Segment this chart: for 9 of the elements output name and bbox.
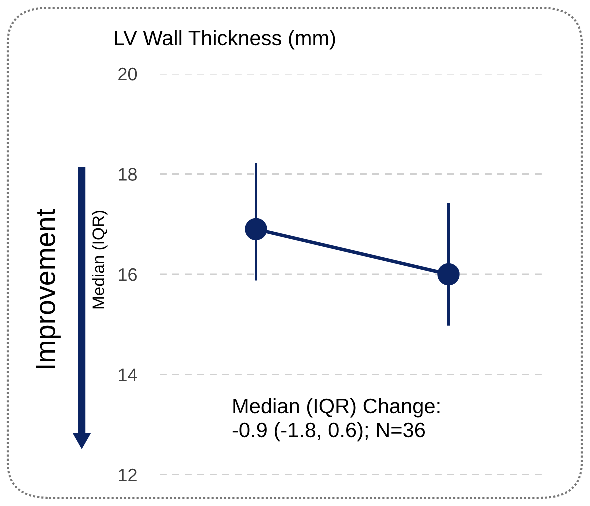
annotation: Median (IQR) Change: -0.9 (-1.8, 0.6); N=36 <box>232 398 440 442</box>
y-tick-label: 18 <box>119 168 137 181</box>
y-tick-label: 16 <box>119 268 137 282</box>
y-tick-label: 20 <box>118 68 138 81</box>
text: Improvement <box>36 209 61 368</box>
y-tick-label: 12 <box>119 468 137 482</box>
chart-title: LV Wall Thickness (mm) <box>115 30 336 50</box>
y-axis-title: Median (IQR) <box>92 211 108 309</box>
y-tick-label: 14 <box>119 368 138 382</box>
